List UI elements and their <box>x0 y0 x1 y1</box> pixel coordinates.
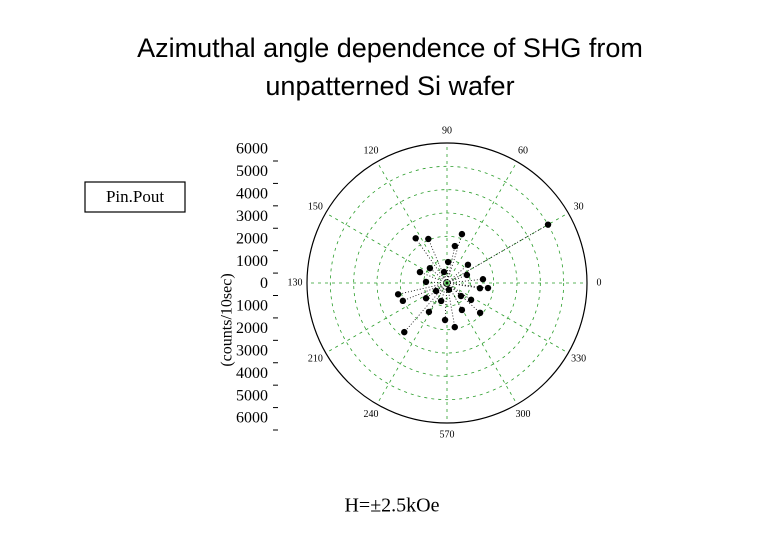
data-spoke <box>446 278 484 284</box>
data-point <box>441 316 449 324</box>
data-point <box>451 323 458 331</box>
data-spoke <box>446 245 456 284</box>
data-spoke <box>429 267 448 284</box>
data-spoke <box>446 274 468 284</box>
theta-tick-label: 0 <box>597 277 602 288</box>
y-tick-label: 4000 <box>236 365 268 382</box>
data-point <box>458 230 466 238</box>
y-tick-label: 5000 <box>236 387 268 404</box>
theta-tick-label: 330 <box>571 353 586 364</box>
y-tick-label: 6000 <box>236 141 268 158</box>
data-spoke <box>428 282 448 313</box>
grid-spoke <box>376 161 448 284</box>
data-point <box>425 308 433 316</box>
y-tick-label: 0 <box>260 275 268 292</box>
data-point <box>440 268 448 276</box>
data-spoke <box>446 282 481 289</box>
grid-spoke <box>446 282 518 405</box>
data-point <box>425 235 432 243</box>
theta-tick-label: 60 <box>518 146 528 157</box>
y-tick-label: 6000 <box>236 410 268 427</box>
y-tick-label: 3000 <box>236 208 268 225</box>
legend-entry: Pin.Pout <box>106 187 164 206</box>
grid-ring <box>399 235 495 331</box>
polar-frame <box>306 142 588 424</box>
data-spoke <box>402 282 448 302</box>
grid-ring <box>329 165 565 401</box>
chart-title: unpatterned Si wafer <box>265 71 514 101</box>
y-tick-label: 3000 <box>236 342 268 359</box>
y-tick-label: 2000 <box>236 320 268 337</box>
data-point <box>432 287 440 295</box>
data-spoke <box>446 282 450 290</box>
grid-spoke <box>446 161 518 284</box>
theta-tick-label: 150 <box>308 201 323 212</box>
data-point <box>457 292 465 300</box>
chart-title: Azimuthal angle dependence of SHG from <box>137 33 643 63</box>
data-point <box>437 297 445 305</box>
data-point <box>458 306 466 314</box>
grid-spoke <box>446 282 569 354</box>
data-spoke <box>446 282 463 311</box>
theta-tick-label: 210 <box>308 353 323 364</box>
data-point <box>464 261 472 268</box>
data-point <box>401 328 408 336</box>
data-point <box>476 309 484 317</box>
data-point <box>426 264 434 272</box>
data-point <box>544 221 552 228</box>
y-tick-label: 1000 <box>236 298 268 315</box>
legend: Pin.Pout <box>84 181 186 213</box>
theta-tick-label: 240 <box>364 409 379 420</box>
y-tick-label: 4000 <box>236 186 268 203</box>
theta-tick-label: 30 <box>574 201 584 212</box>
data-point <box>445 286 453 293</box>
grid-spoke <box>325 282 448 354</box>
y-tick-label: 2000 <box>236 230 268 247</box>
data-point <box>444 258 452 266</box>
data-point <box>476 285 484 292</box>
data-spoke <box>446 234 463 284</box>
data-point <box>467 296 475 304</box>
y-tick-label: 1000 <box>236 253 268 270</box>
data-point <box>422 295 430 302</box>
data-point <box>399 297 407 305</box>
annotation: H=±2.5kOe <box>344 495 439 517</box>
data-point <box>479 276 487 283</box>
data-point <box>394 291 402 298</box>
theta-tick-label: 570 <box>440 429 455 440</box>
y-tick-label: 5000 <box>236 163 268 180</box>
data-point <box>484 284 492 292</box>
grid-spoke <box>325 212 448 284</box>
theta-tick-label: 130 <box>288 277 303 288</box>
data-point <box>463 271 471 279</box>
data-point <box>451 242 459 250</box>
theta-tick-label: 120 <box>364 146 379 157</box>
data-spoke <box>446 262 449 284</box>
data-spoke <box>403 282 448 333</box>
data-point <box>412 235 419 242</box>
theta-tick-label: 90 <box>442 125 452 136</box>
data-spoke <box>425 282 448 299</box>
data-point <box>422 278 430 286</box>
data-spoke <box>446 282 472 301</box>
data-spoke <box>427 238 448 284</box>
data-spoke <box>419 271 448 284</box>
data-point <box>416 268 424 276</box>
data-spoke <box>415 238 448 284</box>
grid-spoke <box>376 282 448 405</box>
theta-tick-label: 300 <box>516 409 531 420</box>
data-spoke <box>426 281 448 284</box>
y-axis-label: (counts/10sec) <box>219 273 236 366</box>
legend-box <box>84 181 186 213</box>
